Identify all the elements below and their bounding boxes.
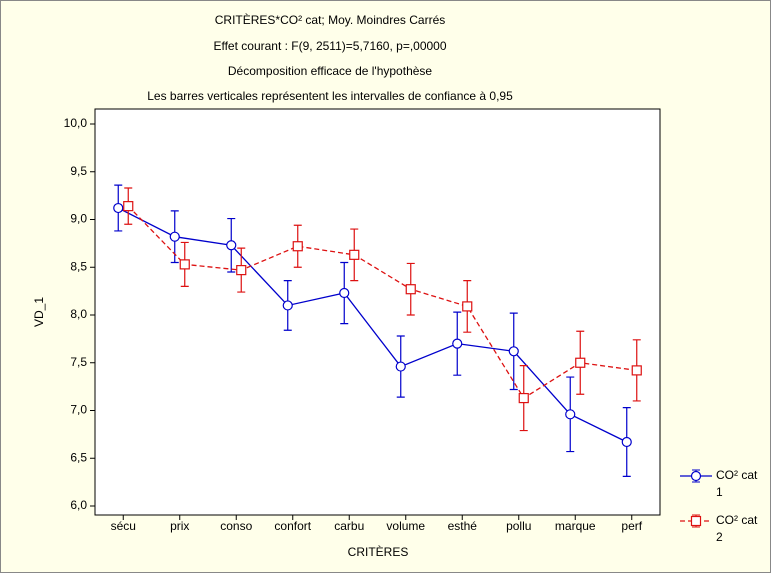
y-tick-label: 8,5 <box>70 259 87 273</box>
point <box>395 361 406 372</box>
point <box>292 241 303 252</box>
y-tick-label: 10,0 <box>64 116 88 130</box>
legend-label: 1 <box>716 485 723 499</box>
point <box>226 240 237 251</box>
point <box>349 249 360 260</box>
legend-label: CO² cat <box>716 468 758 482</box>
x-tick-label: perf <box>621 519 642 533</box>
point <box>179 259 190 270</box>
x-tick-label: prix <box>170 519 189 533</box>
point <box>565 409 576 420</box>
point <box>282 300 293 311</box>
subtitle: Les barres verticales représentent les i… <box>147 89 513 103</box>
point <box>123 201 134 212</box>
point <box>518 392 529 404</box>
legend-label: 2 <box>716 530 723 544</box>
y-tick-label: 6,5 <box>70 450 87 464</box>
chart-title: CRITÈRES*CO² cat; Moy. Moindres Carrés <box>215 12 446 27</box>
point <box>169 231 180 242</box>
point <box>621 436 632 448</box>
x-tick-label: pollu <box>506 519 531 533</box>
x-tick-label: carbu <box>334 519 364 533</box>
x-tick-label: volume <box>386 519 425 533</box>
x-tick-label: sécu <box>111 519 136 533</box>
point <box>631 365 642 376</box>
point <box>236 265 247 276</box>
x-tick-label: marque <box>555 519 596 533</box>
series-line <box>127 205 637 399</box>
x-axis-label: CRITÈRES <box>348 544 409 559</box>
plot-area <box>94 108 661 516</box>
subtitle: Décomposition efficace de l'hypothèse <box>228 64 433 78</box>
legend-label: CO² cat <box>716 513 758 527</box>
x-tick-label: conso <box>220 519 252 533</box>
x-tick-label: confort <box>274 519 311 533</box>
point <box>575 357 586 368</box>
point <box>462 301 473 312</box>
x-tick-label: esthé <box>448 519 478 533</box>
y-tick-label: 9,0 <box>70 212 87 226</box>
point <box>452 338 463 349</box>
y-tick-label: 7,5 <box>70 355 87 369</box>
point <box>405 284 416 295</box>
y-axis-label: VD_1 <box>32 297 46 327</box>
point <box>508 346 519 357</box>
y-tick-label: 6,0 <box>70 498 87 512</box>
y-tick-label: 7,0 <box>70 403 87 417</box>
series-line <box>117 207 628 443</box>
subtitle: Effet courant : F(9, 2511)=5,7160, p=,00… <box>213 39 446 53</box>
point <box>113 202 124 214</box>
y-tick-label: 8,0 <box>70 307 87 321</box>
point <box>339 287 350 299</box>
y-tick-label: 9,5 <box>70 164 87 178</box>
legend-marker <box>690 515 702 527</box>
legend-marker <box>690 470 702 482</box>
